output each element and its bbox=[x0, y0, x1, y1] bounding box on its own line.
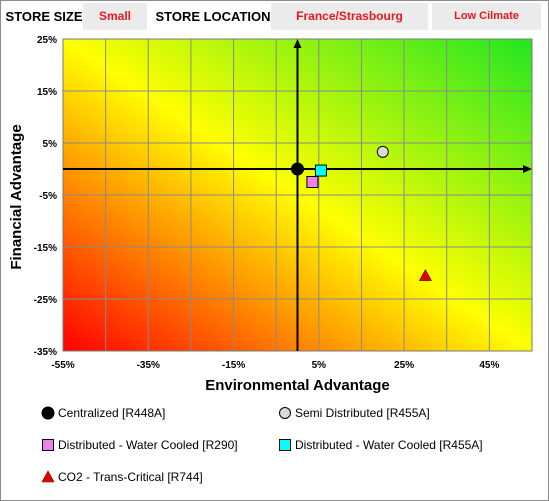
data-point-distributed-water-cooled-r455a bbox=[314, 164, 327, 177]
y-axis-title: Financial Advantage bbox=[8, 124, 25, 269]
tick-labels: -55% -35% -15% 5% 25% 45% 25% 15% 5% -5% -15% -25% -… bbox=[34, 35, 500, 371]
y-tick-label: 5% bbox=[43, 139, 58, 150]
store-size-value[interactable]: Small bbox=[83, 3, 147, 30]
legend-marker-3 bbox=[279, 439, 291, 451]
legend: Centralized [R448A] Semi Distributed [R45… bbox=[41, 406, 483, 484]
store-location-value[interactable]: France/Strasbourg bbox=[271, 3, 428, 30]
store-size-label: STORE SIZE bbox=[5, 9, 83, 24]
data-point-semi-distributed-r455a bbox=[376, 145, 389, 158]
y-axis-arrow-icon bbox=[293, 39, 302, 48]
climate-value[interactable]: Low Cilmate bbox=[432, 3, 541, 30]
data-point-centralized-r448a bbox=[291, 162, 304, 176]
y-tick-label: -25% bbox=[34, 295, 57, 306]
x-tick-label: 25% bbox=[394, 360, 414, 371]
store-location-label: STORE LOCATION bbox=[155, 9, 271, 24]
legend-marker-0 bbox=[41, 406, 55, 420]
legend-entry-label: Distributed - Water Cooled [R455A] bbox=[295, 438, 483, 452]
data-point-distributed-water-cooled-r290 bbox=[306, 176, 319, 188]
legend-marker-1 bbox=[279, 407, 291, 419]
x-tick-label: -35% bbox=[137, 360, 160, 371]
legend-entry-label: Distributed - Water Cooled [R290] bbox=[58, 438, 238, 452]
legend-marker-2 bbox=[42, 439, 54, 451]
legend-entry-label: Semi Distributed [R455A] bbox=[295, 406, 430, 420]
legend-entry-label: CO2 - Trans-Critical [R744] bbox=[58, 470, 203, 484]
y-tick-label: -35% bbox=[34, 347, 57, 358]
header-row: STORE SIZE Small STORE LOCATION France/S… bbox=[0, 0, 549, 32]
legend-marker-4 bbox=[41, 470, 55, 483]
x-axis-arrow-icon bbox=[523, 165, 532, 173]
y-tick-label: -5% bbox=[39, 191, 57, 202]
y-tick-label: 25% bbox=[37, 35, 57, 46]
x-tick-label: -15% bbox=[222, 360, 245, 371]
x-tick-label: 45% bbox=[479, 360, 499, 371]
legend-entry-label: Centralized [R448A] bbox=[58, 406, 165, 420]
x-tick-label: 5% bbox=[312, 360, 327, 371]
y-tick-label: 15% bbox=[37, 87, 57, 98]
x-tick-label: -55% bbox=[51, 360, 74, 371]
data-points bbox=[291, 145, 432, 281]
x-axis-title: Environmental Advantage bbox=[205, 377, 389, 394]
y-tick-label: -15% bbox=[34, 243, 57, 254]
data-point-co2-trans-critical-r744 bbox=[418, 268, 432, 281]
